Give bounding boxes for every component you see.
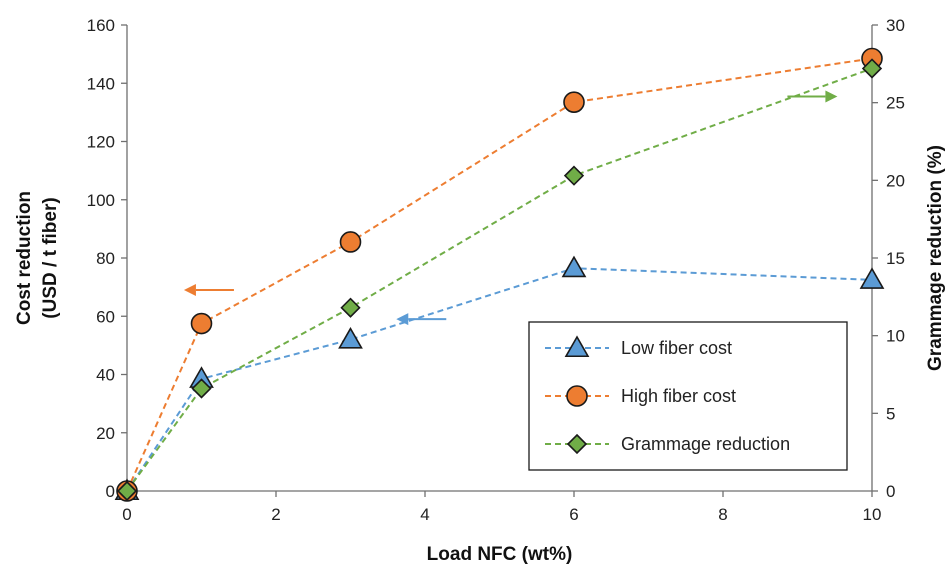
legend-marker — [566, 385, 588, 407]
legend-marker — [564, 335, 590, 358]
data-point-grammage-reduction — [861, 58, 883, 79]
y-tick-label: 120 — [87, 133, 115, 152]
y-tick-label: 0 — [106, 482, 115, 501]
data-point-low-fiber-cost — [338, 326, 363, 349]
legend: Low fiber cost High fiber cost Grammage re… — [528, 321, 848, 471]
data-point-grammage-reduction — [116, 480, 138, 502]
y-axis-title-line-1: Cost reduction — [14, 191, 35, 325]
data-point-low-fiber-cost — [561, 255, 587, 278]
arrow-head — [825, 90, 838, 103]
series-grammage-reduction — [126, 67, 873, 492]
x-tick-label: 8 — [718, 505, 727, 524]
y2-tick-label: 10 — [886, 327, 905, 346]
series-line-grammage-reduction — [126, 67, 873, 492]
data-point-high-fiber-cost — [339, 231, 362, 253]
x-tick-label: 2 — [271, 505, 280, 524]
axis-arrow-left — [183, 284, 234, 297]
markers-grammage-reduction — [116, 58, 883, 502]
y-tick-label: 160 — [87, 16, 115, 35]
y-tick-label: 40 — [96, 366, 115, 385]
y-axis-title-line-2: (USD / t fiber) — [40, 197, 61, 318]
x-axis-title: Load NFC (wt%) — [427, 544, 573, 565]
legend-item-grammage-reduction: Grammage reduction — [545, 433, 790, 455]
y2-tick-label: 30 — [886, 16, 905, 35]
legend-label: Grammage reduction — [621, 434, 790, 454]
data-point-high-fiber-cost — [190, 312, 213, 335]
arrow-head — [396, 313, 409, 326]
legend-marker — [566, 433, 588, 455]
series-low-fiber-cost — [126, 267, 873, 492]
legend-label: Low fiber cost — [621, 338, 732, 358]
y-tick-label: 100 — [87, 191, 115, 210]
legend-item-low-fiber-cost: Low fiber cost — [545, 335, 732, 358]
axes: 0 20 40 60 80 100 120 140 160 0 5 10 15 20 25 30 0 2 4 6 8 10 — [87, 16, 905, 524]
data-point-grammage-reduction — [340, 297, 361, 318]
series-line-low-fiber-cost — [126, 267, 873, 492]
legend-label: High fiber cost — [621, 386, 736, 406]
data-point-grammage-reduction — [191, 378, 212, 399]
x-tick-label: 4 — [420, 505, 429, 524]
axis-arrow-right — [787, 90, 838, 103]
y2-tick-label: 25 — [886, 94, 905, 113]
y2-tick-label: 15 — [886, 249, 905, 268]
y2-tick-label: 20 — [886, 171, 905, 190]
arrow-head — [183, 284, 196, 297]
series-layer — [114, 47, 885, 502]
data-point-high-fiber-cost — [563, 91, 585, 113]
y-tick-label: 60 — [96, 307, 115, 326]
y2-tick-label: 5 — [886, 404, 895, 423]
y2-axis-title: Grammage reduction (%) — [925, 145, 946, 371]
legend-item-high-fiber-cost: High fiber cost — [545, 385, 736, 407]
y2-tick-label: 0 — [886, 482, 895, 501]
annotations — [183, 90, 838, 326]
y-tick-label: 20 — [96, 424, 115, 443]
axis-titles: Load NFC (wt%) Cost reduction (USD / t fib… — [14, 145, 946, 565]
data-point-low-fiber-cost — [859, 267, 885, 289]
axis-arrow-left — [396, 313, 447, 326]
x-tick-label: 0 — [122, 505, 131, 524]
y-tick-label: 80 — [96, 249, 115, 268]
y-tick-label: 140 — [87, 74, 115, 93]
data-point-grammage-reduction — [563, 165, 585, 186]
x-tick-label: 10 — [863, 505, 882, 524]
x-tick-label: 6 — [569, 505, 578, 524]
